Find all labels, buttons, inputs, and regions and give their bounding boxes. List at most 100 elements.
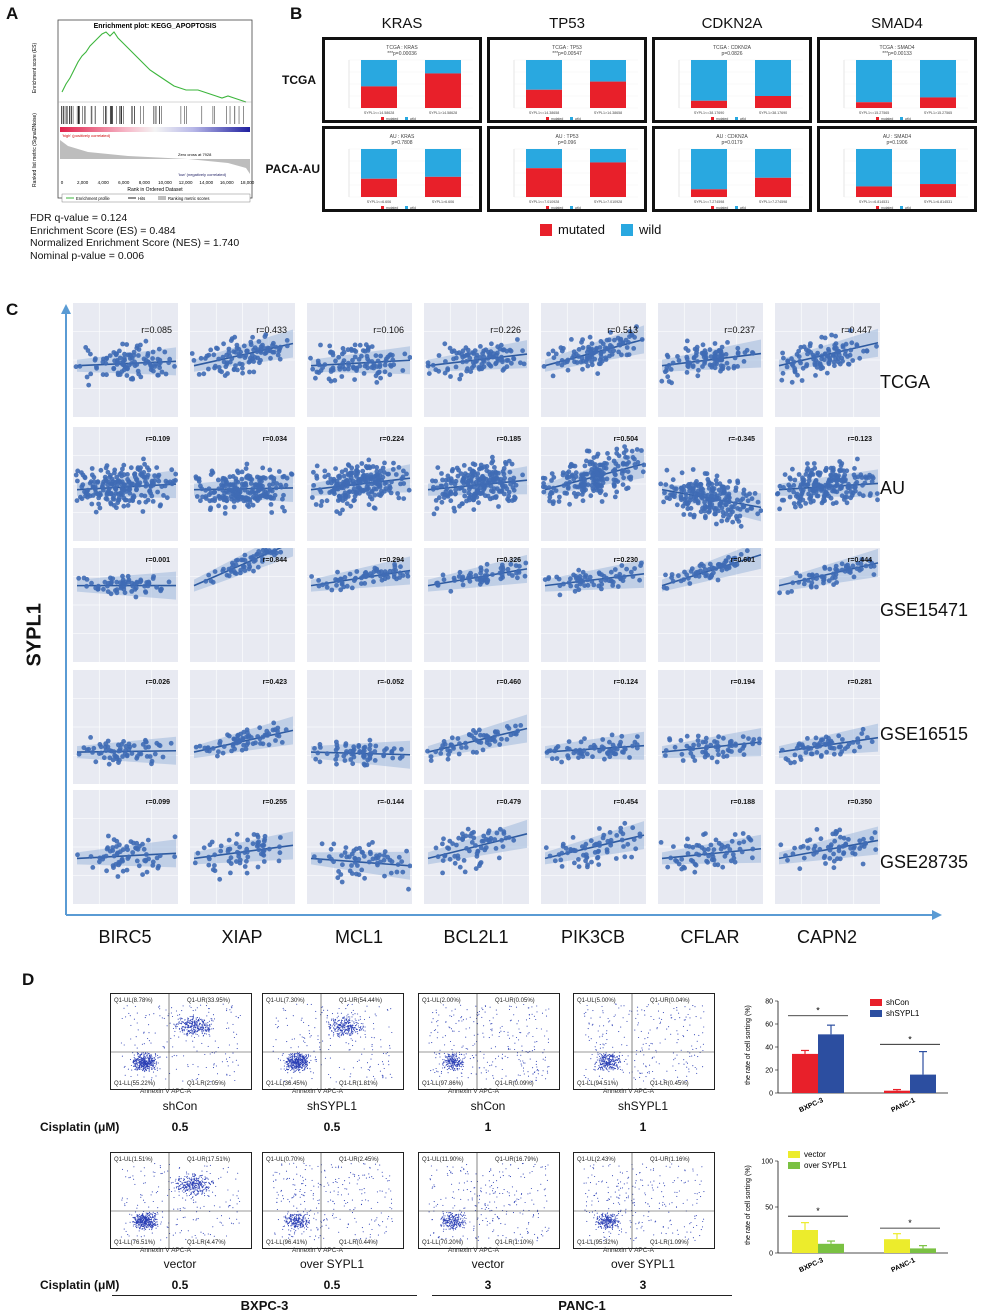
c-scatter-point bbox=[220, 569, 225, 574]
c-scatter-point bbox=[162, 350, 167, 355]
c-scatter-point bbox=[695, 359, 700, 364]
c-scatter-point bbox=[440, 500, 445, 505]
c-scatter-point bbox=[813, 373, 818, 378]
c-scatter-point bbox=[826, 347, 831, 352]
c-scatter-point bbox=[675, 354, 680, 359]
b-mini-legend-wild-text: wild bbox=[410, 117, 416, 120]
c-scatter-point bbox=[670, 572, 675, 577]
c-scatter-point bbox=[383, 369, 388, 374]
c-scatter-point bbox=[817, 847, 822, 852]
c-scatter-point bbox=[232, 505, 237, 510]
d-flow-event bbox=[190, 1023, 191, 1024]
c-scatter-svg: r=0.433 bbox=[190, 303, 295, 417]
c-scatter-svg: r=0.423 bbox=[190, 670, 295, 784]
c-scatter-point bbox=[435, 465, 440, 470]
b-wild-bar bbox=[425, 149, 461, 177]
c-scatter-point bbox=[114, 487, 119, 492]
c-scatter-point bbox=[832, 746, 837, 751]
c-scatter-point bbox=[342, 350, 347, 355]
d-flow-event bbox=[186, 1029, 187, 1030]
c-scatter-point bbox=[199, 356, 204, 361]
c-scatter-point bbox=[829, 484, 834, 489]
c-scatter-point bbox=[327, 377, 332, 382]
c-scatter-point bbox=[456, 856, 461, 861]
c-scatter-point bbox=[794, 494, 799, 499]
c-scatter-point bbox=[597, 826, 602, 831]
c-scatter-cell: r=0.281 bbox=[775, 670, 880, 784]
c-dataset-label: AU bbox=[880, 478, 905, 499]
c-scatter-point bbox=[318, 745, 323, 750]
c-scatter-point bbox=[805, 736, 810, 741]
c-scatter-point bbox=[247, 370, 252, 375]
c-scatter-point bbox=[740, 850, 745, 855]
c-scatter-point bbox=[615, 479, 620, 484]
c-scatter-point bbox=[513, 724, 518, 729]
d-flow-event bbox=[229, 1057, 230, 1058]
b-mutated-bar bbox=[361, 179, 397, 197]
c-scatter-point bbox=[261, 741, 266, 746]
c-scatter-point bbox=[237, 738, 242, 743]
c-scatter-point bbox=[123, 498, 128, 503]
c-scatter-svg: r=0.188 bbox=[658, 790, 763, 904]
c-scatter-point bbox=[153, 752, 158, 757]
c-scatter-point bbox=[242, 344, 247, 349]
c-scatter-point bbox=[517, 564, 522, 569]
b-mini-legend-mut-text: mutated bbox=[716, 117, 728, 120]
c-scatter-point bbox=[802, 856, 807, 861]
c-scatter-point bbox=[873, 830, 878, 835]
d-flow-event bbox=[192, 1064, 193, 1065]
c-r-value: r=0.255 bbox=[263, 799, 287, 806]
c-scatter-point bbox=[198, 744, 203, 749]
c-scatter-point bbox=[780, 748, 785, 753]
gsea-x-tick: 14,000 bbox=[199, 180, 213, 185]
d-flow-event bbox=[157, 1057, 158, 1058]
c-scatter-point bbox=[697, 574, 702, 579]
c-scatter-point bbox=[807, 475, 812, 480]
d-flow-event bbox=[136, 1063, 137, 1064]
c-scatter-svg: r=0.255 bbox=[190, 790, 295, 904]
c-scatter-point bbox=[111, 366, 116, 371]
c-scatter-point bbox=[835, 489, 840, 494]
c-scatter-point bbox=[368, 571, 373, 576]
c-scatter-point bbox=[136, 353, 141, 358]
c-scatter-point bbox=[449, 476, 454, 481]
c-scatter-point bbox=[342, 474, 347, 479]
c-scatter-point bbox=[140, 473, 145, 478]
b-box-xlabel: SYPL1<=14.38658 bbox=[529, 111, 559, 115]
c-scatter-point bbox=[855, 457, 860, 462]
c-scatter-point bbox=[501, 567, 506, 572]
c-scatter-point bbox=[401, 496, 406, 501]
c-scatter-point bbox=[357, 480, 362, 485]
c-scatter-point bbox=[609, 570, 614, 575]
c-scatter-point bbox=[605, 451, 610, 456]
c-scatter-cell: r=0.444 bbox=[775, 548, 880, 662]
c-scatter-point bbox=[327, 344, 332, 349]
c-scatter-point bbox=[685, 734, 690, 739]
d-flow-event bbox=[190, 1027, 191, 1028]
c-scatter-point bbox=[372, 362, 377, 367]
c-scatter-point bbox=[704, 736, 709, 741]
c-scatter-point bbox=[354, 847, 359, 852]
c-scatter-point bbox=[633, 740, 638, 745]
c-scatter-point bbox=[360, 469, 365, 474]
b-wild-bar bbox=[920, 149, 956, 184]
d-flow-event bbox=[198, 1019, 199, 1020]
c-scatter-point bbox=[244, 483, 249, 488]
d-flow-event bbox=[209, 1021, 210, 1022]
d-flow-event bbox=[207, 1027, 208, 1028]
c-scatter-point bbox=[376, 476, 381, 481]
c-r-value: r=0.350 bbox=[848, 799, 872, 806]
c-scatter-point bbox=[489, 364, 494, 369]
c-scatter-point bbox=[244, 466, 249, 471]
c-scatter-point bbox=[814, 585, 819, 590]
c-scatter-point bbox=[251, 370, 256, 375]
c-scatter-point bbox=[140, 872, 145, 877]
c-scatter-point bbox=[120, 342, 125, 347]
d-flow-event bbox=[191, 1029, 192, 1030]
c-scatter-point bbox=[486, 356, 491, 361]
c-scatter-point bbox=[685, 364, 690, 369]
c-scatter-cell: r=0.188 bbox=[658, 790, 763, 904]
c-scatter-point bbox=[256, 565, 261, 570]
c-scatter-point bbox=[433, 479, 438, 484]
